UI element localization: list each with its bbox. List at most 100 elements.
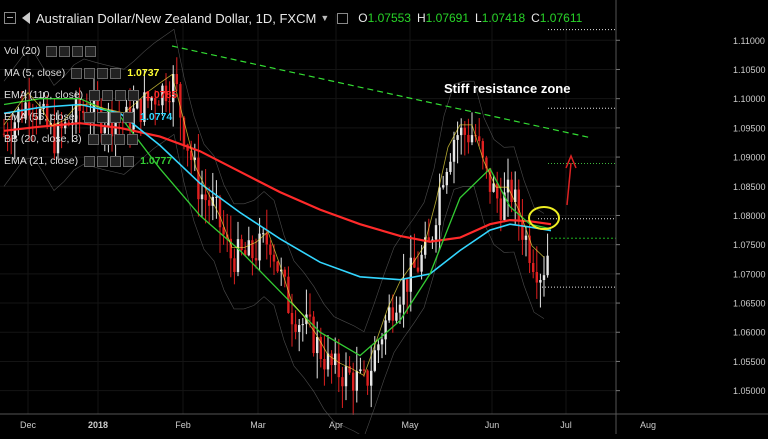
y-tick-label: 1.08000 bbox=[733, 211, 766, 221]
candle-body bbox=[449, 161, 452, 172]
candle-body bbox=[172, 74, 175, 103]
settings-icon[interactable] bbox=[84, 67, 96, 79]
settings-icon[interactable] bbox=[102, 89, 114, 101]
indicator-row[interactable]: BB (20, close, 3) bbox=[2, 128, 177, 150]
plus-icon[interactable] bbox=[123, 111, 135, 123]
candle-body bbox=[226, 234, 229, 239]
close-icon[interactable] bbox=[110, 111, 122, 123]
candle-body bbox=[197, 157, 200, 200]
indicator-controls[interactable] bbox=[84, 111, 135, 123]
ohlc-low: 1.07418 bbox=[481, 11, 526, 25]
collapse-icon[interactable] bbox=[4, 12, 16, 24]
close-icon[interactable] bbox=[110, 155, 122, 167]
candle-body bbox=[481, 141, 484, 158]
indicator-controls[interactable] bbox=[71, 67, 122, 79]
candle-body bbox=[398, 304, 402, 313]
indicator-row[interactable]: Vol (20) bbox=[2, 40, 177, 62]
ohlc-close: 1.07611 bbox=[539, 11, 583, 25]
candle-body bbox=[362, 369, 366, 371]
candle-body bbox=[406, 279, 409, 292]
indicator-name: MA (5, close) bbox=[4, 67, 66, 79]
symbol-title[interactable]: Australian Dollar/New Zealand Dollar, 1D… bbox=[36, 10, 317, 26]
candle-body bbox=[517, 189, 520, 220]
plus-icon[interactable] bbox=[128, 89, 140, 101]
close-icon[interactable] bbox=[113, 133, 125, 145]
candle-body bbox=[413, 257, 416, 268]
indicator-row[interactable]: EMA (110, close) 1.0785 bbox=[2, 84, 177, 106]
candle-body bbox=[215, 196, 218, 198]
eye-icon[interactable] bbox=[84, 155, 96, 167]
plus-icon[interactable] bbox=[110, 67, 122, 79]
indicator-value: 1.0777 bbox=[140, 155, 173, 167]
candle-body bbox=[6, 134, 9, 138]
candle-body bbox=[420, 254, 423, 272]
plus-icon[interactable] bbox=[123, 155, 135, 167]
candle-body bbox=[251, 240, 254, 259]
indicator-row[interactable]: EMA (55, close) 1.0774 bbox=[2, 106, 177, 128]
candle-body bbox=[287, 276, 290, 313]
candle-body bbox=[240, 239, 243, 251]
candle-body bbox=[92, 98, 96, 122]
candle-body bbox=[200, 194, 204, 200]
close-icon[interactable] bbox=[97, 67, 109, 79]
price-axis-bg bbox=[616, 0, 768, 434]
candle-body bbox=[438, 187, 441, 226]
x-tick-label: 2018 bbox=[88, 420, 108, 430]
settings-icon[interactable] bbox=[100, 133, 112, 145]
plus-icon[interactable] bbox=[126, 133, 138, 145]
close-icon[interactable] bbox=[72, 45, 84, 57]
eye-icon[interactable] bbox=[87, 133, 99, 145]
indicator-controls[interactable] bbox=[87, 133, 138, 145]
eye-icon[interactable] bbox=[89, 89, 101, 101]
settings-icon[interactable] bbox=[97, 111, 109, 123]
candle-body bbox=[460, 127, 463, 136]
indicator-controls[interactable] bbox=[46, 45, 97, 57]
bb-upper bbox=[3, 28, 545, 333]
eye-icon[interactable] bbox=[71, 67, 83, 79]
eye-icon[interactable] bbox=[46, 45, 58, 57]
candle-body bbox=[470, 135, 474, 143]
indicator-row[interactable]: EMA (21, close) 1.0777 bbox=[2, 150, 177, 172]
resistance-circle bbox=[528, 206, 560, 230]
settings-icon[interactable] bbox=[97, 155, 109, 167]
candle-body bbox=[445, 171, 448, 186]
ohlc-low-key: L bbox=[475, 11, 482, 25]
candle-body bbox=[424, 237, 427, 255]
indicator-legend: Vol (20) MA (5, close) 1.0737 EMA (110, clo… bbox=[2, 40, 177, 172]
candle-body bbox=[344, 366, 348, 387]
indicator-row[interactable]: MA (5, close) 1.0737 bbox=[2, 62, 177, 84]
candle-body bbox=[434, 225, 438, 240]
candle-body bbox=[308, 314, 312, 317]
bollinger-bands bbox=[3, 28, 545, 438]
candle-body bbox=[17, 108, 20, 123]
candle-body bbox=[370, 370, 373, 386]
indicator-controls[interactable] bbox=[89, 89, 140, 101]
candle-body bbox=[463, 127, 466, 135]
candle-body bbox=[330, 353, 333, 366]
candle-body bbox=[175, 74, 178, 85]
x-tick-label: May bbox=[401, 420, 419, 430]
candle-body bbox=[114, 121, 117, 137]
y-tick-label: 1.11000 bbox=[733, 36, 765, 46]
checkbox-icon[interactable] bbox=[337, 12, 349, 24]
candle-body bbox=[442, 185, 445, 188]
candle-body bbox=[262, 233, 265, 235]
x-tick-label: Dec bbox=[20, 420, 37, 430]
candle-body bbox=[535, 272, 538, 283]
close-icon[interactable] bbox=[115, 89, 127, 101]
candle-body bbox=[254, 258, 258, 261]
candle-body bbox=[395, 312, 398, 321]
y-tick-label: 1.08500 bbox=[733, 182, 766, 192]
plus-icon[interactable] bbox=[85, 45, 97, 57]
candle-body bbox=[20, 108, 24, 119]
chevron-down-icon[interactable]: ▼ bbox=[320, 13, 330, 23]
indicator-controls[interactable] bbox=[84, 155, 135, 167]
candle-body bbox=[10, 137, 13, 139]
eye-icon[interactable] bbox=[84, 111, 96, 123]
candle-body bbox=[524, 235, 528, 240]
settings-icon[interactable] bbox=[59, 45, 71, 57]
y-tick-label: 1.05500 bbox=[733, 357, 766, 367]
